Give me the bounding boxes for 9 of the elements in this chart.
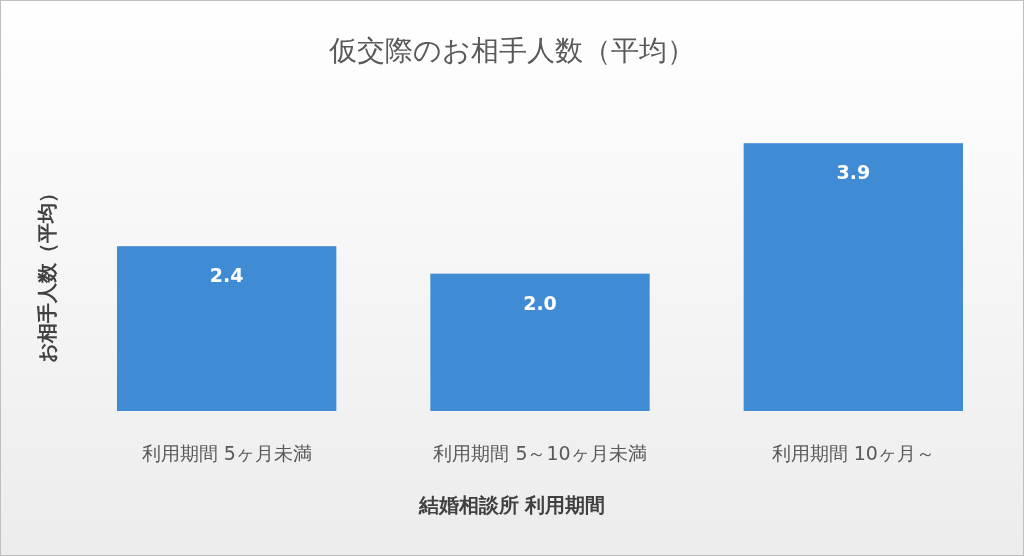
x-tick-label: 利用期間 5～10ヶ月未満 bbox=[433, 442, 647, 464]
data-label: 3.9 bbox=[836, 161, 871, 184]
y-axis-title: お相手人数（平均） bbox=[35, 183, 59, 363]
x-axis-title: 結婚相談所 利用期間 bbox=[417, 493, 606, 517]
data-label: 2.4 bbox=[209, 264, 244, 287]
chart-title: 仮交際のお相手人数（平均） bbox=[328, 34, 695, 67]
x-tick-label: 利用期間 10ヶ月～ bbox=[771, 442, 935, 464]
x-tick-label: 利用期間 5ヶ月未満 bbox=[141, 442, 312, 464]
data-label: 2.0 bbox=[523, 291, 557, 314]
